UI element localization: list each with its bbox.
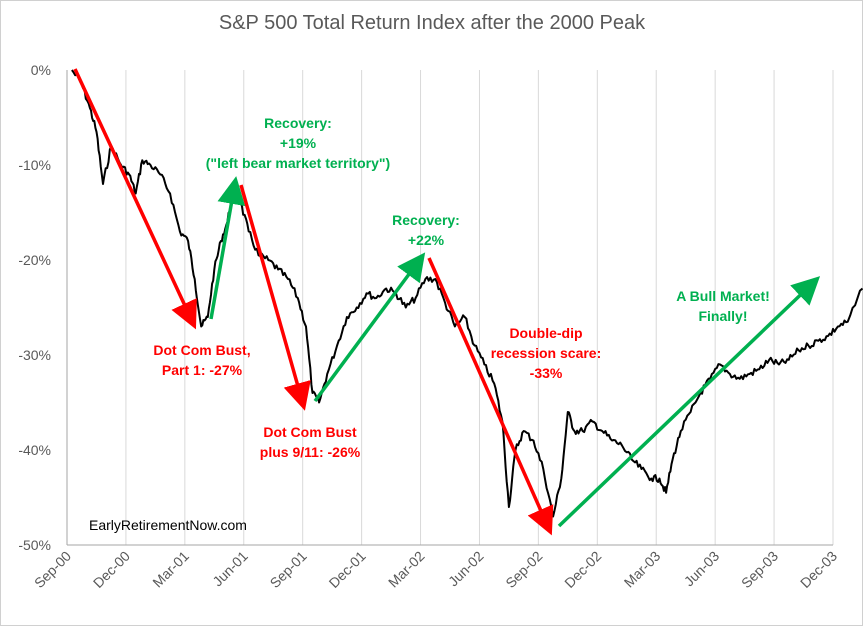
annotation: Double-dip recession scare: -33% xyxy=(491,325,602,381)
series-layer xyxy=(71,69,863,518)
annotation: Dot Com Bust, Part 1: -27% xyxy=(153,342,250,378)
x-tick-label: Dec-01 xyxy=(326,548,369,591)
annotations: Dot Com Bust, Part 1: -27% Recovery: +19% ("… xyxy=(153,115,769,460)
trend-arrows xyxy=(73,68,821,536)
annotation-line: ("left bear market territory") xyxy=(206,155,390,171)
annotation-line: Dot Com Bust, xyxy=(153,342,250,358)
annotation: Recovery: +22% xyxy=(392,212,460,248)
y-tick-labels: 0% -10% -20% -30% -40% -50% xyxy=(18,62,51,553)
x-tick-label: Sep-00 xyxy=(31,548,74,591)
x-tick-label: Mar-02 xyxy=(385,548,428,591)
axes xyxy=(66,70,833,546)
trend-arrow xyxy=(73,68,197,330)
x-tick-label: Jun-02 xyxy=(445,548,487,590)
y-tick-label: 0% xyxy=(31,62,51,78)
y-tick-label: -30% xyxy=(18,347,51,363)
x-tick-labels: Sep-00 Dec-00 Mar-01 Jun-01 Sep-01 Dec-01 Mar-… xyxy=(31,548,840,591)
y-tick-label: -50% xyxy=(18,537,51,553)
annotation: Recovery: +19% ("left bear market territor… xyxy=(206,115,390,171)
x-tick-label: Jun-03 xyxy=(681,548,723,590)
annotation-line: Recovery: xyxy=(392,212,460,228)
x-tick-label: Dec-00 xyxy=(90,548,133,591)
grid-lines xyxy=(66,70,834,545)
x-tick-label: Jun-01 xyxy=(209,548,251,590)
trend-arrow xyxy=(239,184,311,411)
annotation-line: Finally! xyxy=(698,308,747,324)
annotation-line: Recovery: xyxy=(264,115,332,131)
x-tick-label: Sep-03 xyxy=(738,548,781,591)
annotation-line: +22% xyxy=(408,232,445,248)
watermark: EarlyRetirementNow.com xyxy=(89,517,247,533)
y-tick-label: -10% xyxy=(18,157,51,173)
y-tick-label: -20% xyxy=(18,252,51,268)
x-tick-label: Dec-02 xyxy=(561,548,604,591)
annotation-line: +19% xyxy=(280,135,317,151)
x-tick-label: Dec-03 xyxy=(797,548,840,591)
chart-title: S&P 500 Total Return Index after the 200… xyxy=(219,12,646,34)
annotation-line: Part 1: -27% xyxy=(162,362,243,378)
trend-arrow xyxy=(427,257,554,536)
trend-arrow xyxy=(557,276,821,528)
x-tick-label: Sep-01 xyxy=(267,548,310,591)
annotation-line: -33% xyxy=(530,365,563,381)
trend-arrow xyxy=(313,252,426,403)
annotation-line: Double-dip xyxy=(509,325,582,341)
annotation-line: recession scare: xyxy=(491,345,602,361)
series-line xyxy=(71,69,863,518)
annotation: Dot Com Bust plus 9/11: -26% xyxy=(260,424,361,460)
annotation-line: A Bull Market! xyxy=(676,288,770,304)
trend-arrow xyxy=(209,176,246,320)
annotation: A Bull Market! Finally! xyxy=(676,288,770,324)
x-tick-label: Mar-03 xyxy=(621,548,664,591)
x-tick-label: Sep-02 xyxy=(502,548,545,591)
y-tick-label: -40% xyxy=(18,442,51,458)
annotation-line: plus 9/11: -26% xyxy=(260,444,361,460)
x-tick-label: Mar-01 xyxy=(149,548,192,591)
annotation-line: Dot Com Bust xyxy=(263,424,357,440)
